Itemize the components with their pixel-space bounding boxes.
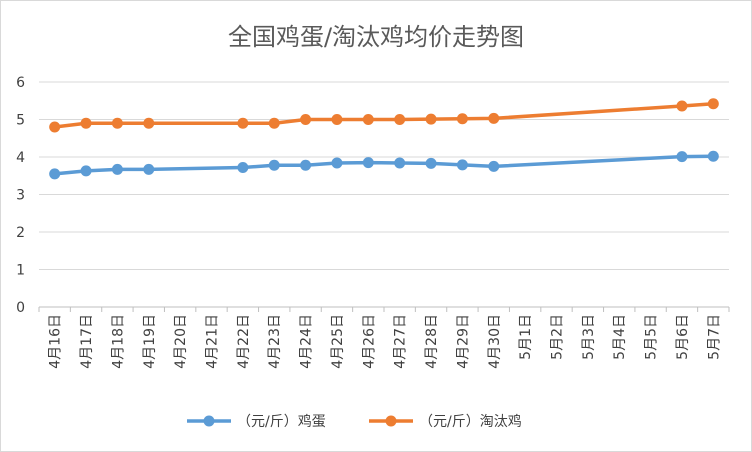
x-tick-label: 4月25日 [330,314,346,369]
x-tick-label: 4月17日 [79,314,95,369]
data-point [676,151,688,163]
y-tick-label: 0 [16,300,25,316]
series-1 [49,150,719,180]
y-tick-label: 1 [16,263,25,279]
data-point [80,165,92,177]
y-tick-label: 3 [16,188,25,204]
x-tick-label: 4月23日 [267,314,283,369]
y-tick-label: 2 [16,225,25,241]
data-point [268,159,280,171]
x-tick-label: 4月30日 [487,314,503,369]
data-point [237,162,249,173]
x-tick-label: 5月2日 [550,314,566,360]
data-point [676,100,688,112]
x-tick-label: 5月6日 [675,314,691,360]
data-point [300,159,312,171]
x-tick-label: 5月4日 [612,314,628,360]
data-point [362,114,374,125]
x-tick-label: 5月7日 [706,314,722,360]
data-point [300,114,312,125]
x-tick-label: 4月21日 [205,314,221,369]
x-tick-label: 4月24日 [299,314,315,369]
x-tick-label: 4月22日 [236,314,252,369]
data-point [425,157,437,169]
x-tick-label: 5月3日 [581,314,597,360]
data-point [143,117,155,129]
data-point [80,117,92,129]
series-lines [49,98,719,180]
x-tick-label: 4月19日 [142,314,158,369]
gridlines [39,81,729,308]
legend-label: （元/斤）鸡蛋 [237,413,326,430]
chart-title: 全国鸡蛋/淘汰鸡均价走势图 [228,23,524,51]
series-2 [49,98,719,133]
data-point [237,117,249,129]
data-point [456,113,468,125]
data-point [268,117,280,129]
data-point [707,150,719,162]
x-tick-label: 4月29日 [455,314,471,369]
legend-swatch-marker [203,415,215,427]
legend-item-1: （元/斤）鸡蛋 [187,413,326,430]
x-tick-label: 5月1日 [518,314,534,360]
legend: （元/斤）鸡蛋 （元/斤）淘汰鸡 [187,413,522,430]
x-tick-label: 4月20日 [173,314,189,369]
data-point [488,112,500,124]
data-point [394,157,406,169]
data-point [488,160,500,172]
data-point [707,98,719,110]
x-tick-label: 5月5日 [644,314,660,360]
legend-label: （元/斤）淘汰鸡 [419,413,522,430]
axes: 0 1 2 3 4 5 6 4月16日 4月17日 4月18日 4月19日 4月20日 4月21日 4月2… [16,75,730,369]
data-point [425,113,437,125]
data-point [331,114,343,125]
y-tick-label: 6 [16,75,25,91]
data-point [49,121,61,133]
x-tick-label: 4月26日 [361,314,377,369]
legend-item-2: （元/斤）淘汰鸡 [369,413,522,430]
data-point [394,114,406,125]
y-tick-label: 4 [16,150,25,166]
data-point [111,117,123,129]
legend-swatch-marker [385,415,397,427]
x-tick-label: 4月27日 [393,314,409,369]
x-tick-label: 4月18日 [110,314,126,369]
data-point [49,168,61,180]
x-tick-label: 4月28日 [424,314,440,369]
y-tick-label: 5 [16,113,25,129]
x-tick-label: 4月16日 [48,314,64,369]
data-point [456,159,468,171]
data-point [111,163,123,175]
data-point [362,157,374,169]
data-point [143,163,155,175]
data-point [331,157,343,169]
